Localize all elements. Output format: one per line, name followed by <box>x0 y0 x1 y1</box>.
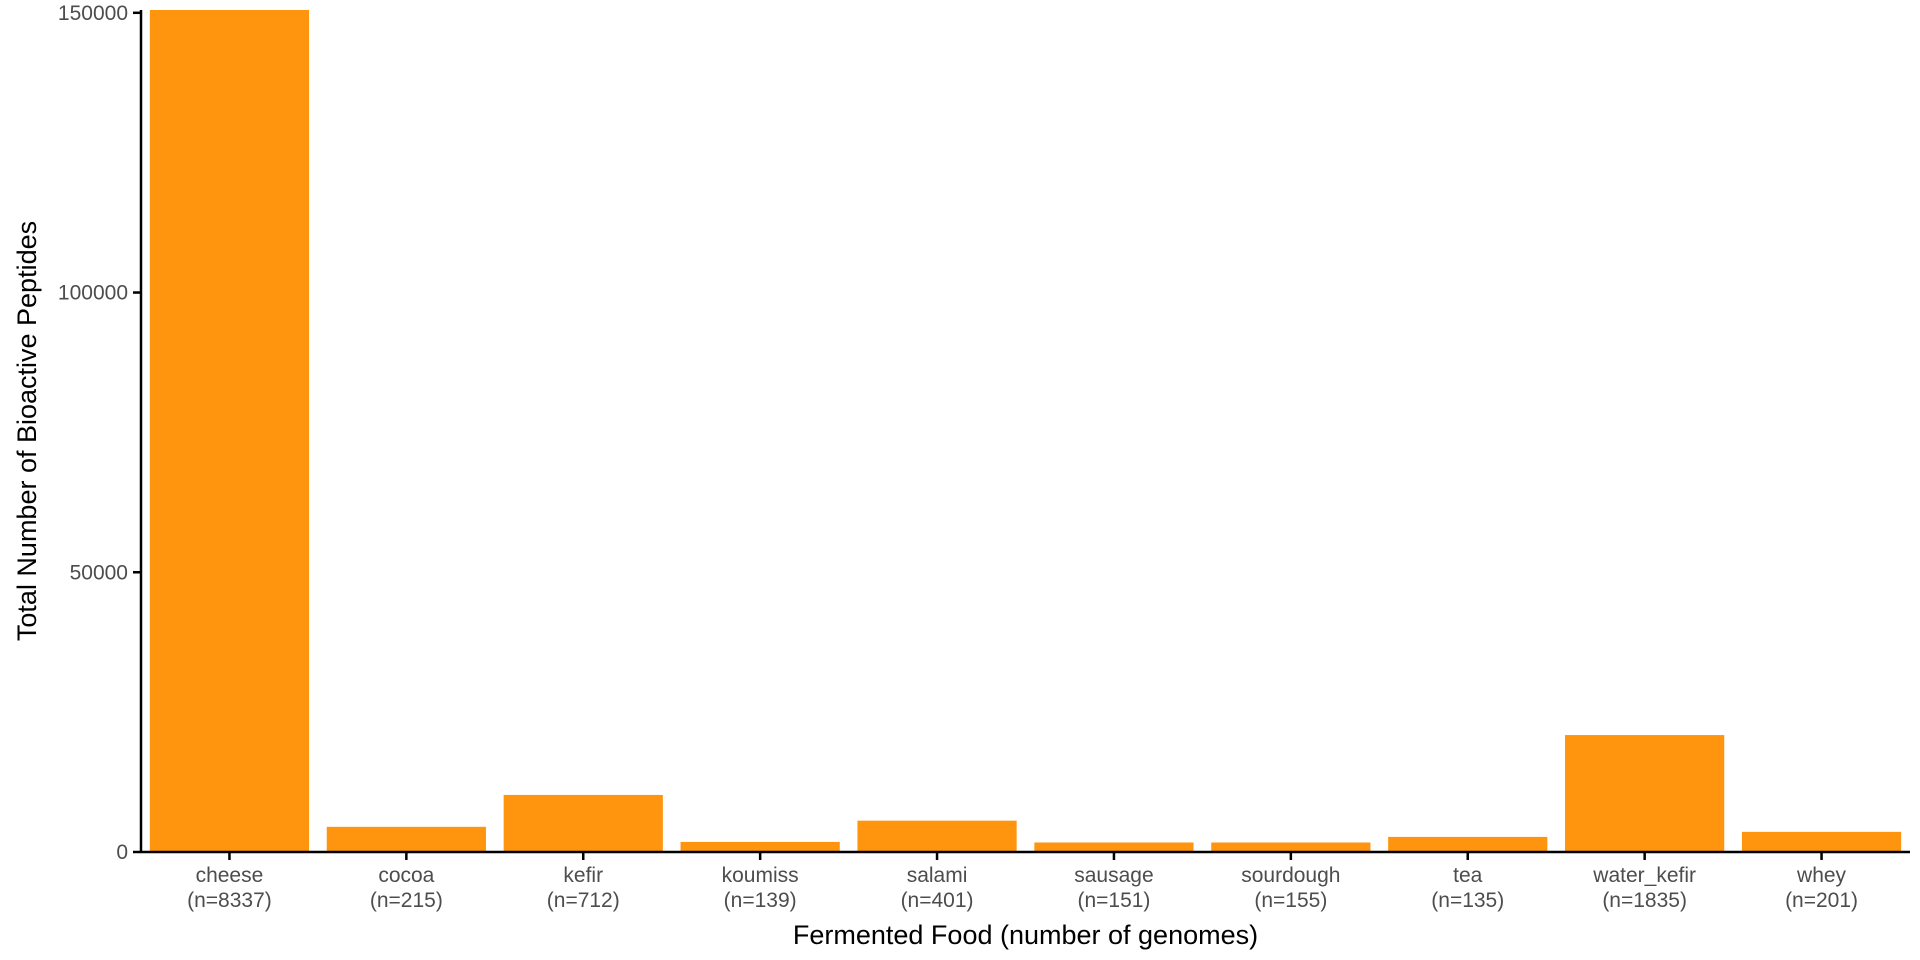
x-axis-title: Fermented Food (number of genomes) <box>793 920 1258 950</box>
x-tick-label: cocoa (n=215) <box>370 864 443 912</box>
x-tick-label: salami (n=401) <box>901 864 974 912</box>
bar-salami <box>857 820 1017 852</box>
x-tick-count: (n=135) <box>1431 889 1504 912</box>
y-axis-title: Total Number of Bioactive Peptides <box>12 221 42 641</box>
x-tick-category: koumiss <box>722 864 799 887</box>
bar-cocoa <box>326 826 486 852</box>
x-tick-label: sourdough (n=155) <box>1241 864 1340 912</box>
y-axis-ticks: 0 50000 100000 150000 <box>58 2 141 864</box>
bar-tea <box>1388 836 1548 852</box>
x-tick-count: (n=151) <box>1077 889 1150 912</box>
x-tick-label: sausage (n=151) <box>1074 864 1153 912</box>
bar-whey <box>1741 831 1902 852</box>
x-tick-category: salami <box>907 864 968 887</box>
bar-kefir <box>503 794 663 852</box>
bar-sourdough <box>1211 842 1371 852</box>
bars-group <box>149 10 1902 852</box>
x-tick-count: (n=215) <box>370 889 443 912</box>
x-tick-category: water_kefir <box>1592 864 1696 887</box>
x-tick-count: (n=1835) <box>1602 889 1687 912</box>
bar-sausage <box>1034 842 1194 852</box>
bar-cheese <box>149 10 310 852</box>
x-tick-category: sausage <box>1074 864 1153 887</box>
y-tick-label: 50000 <box>70 561 128 584</box>
x-tick-label: kefir (n=712) <box>547 864 620 912</box>
x-tick-category: tea <box>1453 864 1483 887</box>
x-tick-category: sourdough <box>1241 864 1340 887</box>
x-tick-label: cheese (n=8337) <box>187 864 272 912</box>
x-tick-count: (n=401) <box>901 889 974 912</box>
x-tick-count: (n=201) <box>1785 889 1858 912</box>
y-tick-label: 0 <box>116 841 128 864</box>
bar-water_kefir <box>1565 735 1725 852</box>
x-tick-label: water_kefir (n=1835) <box>1592 864 1696 912</box>
x-tick-count: (n=139) <box>724 889 797 912</box>
x-tick-count: (n=712) <box>547 889 620 912</box>
x-tick-label: koumiss (n=139) <box>722 864 799 912</box>
x-tick-label: whey (n=201) <box>1785 864 1858 912</box>
x-tick-category: whey <box>1796 864 1847 887</box>
y-tick-label: 100000 <box>58 282 128 305</box>
x-tick-label: tea (n=135) <box>1431 864 1504 912</box>
x-tick-category: cheese <box>196 864 264 887</box>
y-tick-label: 150000 <box>58 2 128 25</box>
x-tick-category: kefir <box>563 864 603 887</box>
x-tick-category: cocoa <box>378 864 434 887</box>
bar-koumiss <box>680 841 840 852</box>
x-tick-count: (n=8337) <box>187 889 272 912</box>
x-axis-ticks: cheese (n=8337) cocoa (n=215) kefir (n=712) ko… <box>187 852 1858 912</box>
x-tick-count: (n=155) <box>1254 889 1327 912</box>
